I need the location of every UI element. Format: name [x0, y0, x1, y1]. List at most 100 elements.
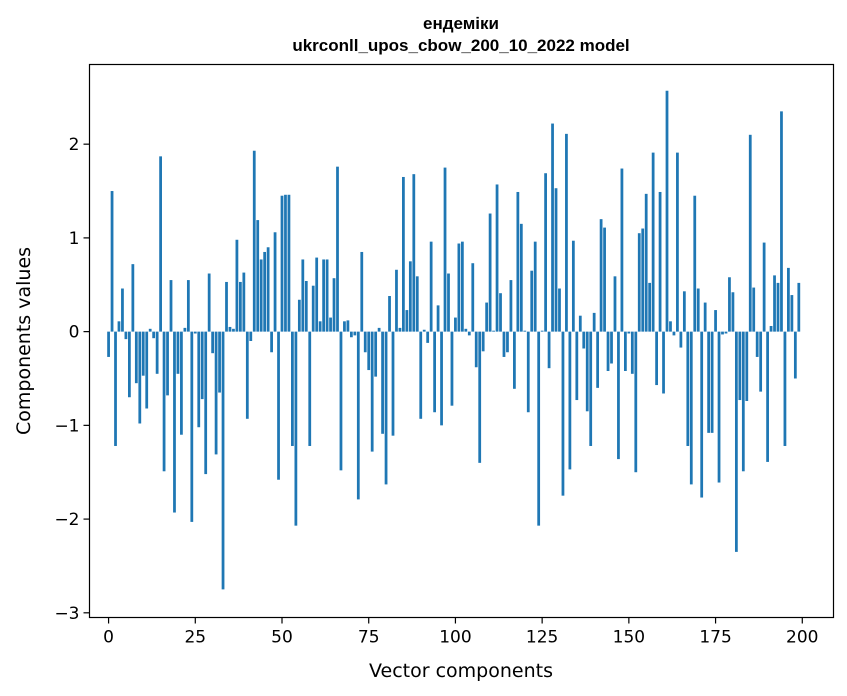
- bar: [325, 259, 329, 332]
- bar: [495, 184, 499, 332]
- bar: [221, 331, 225, 590]
- bar: [138, 331, 142, 424]
- bar: [402, 176, 405, 332]
- bar: [200, 331, 204, 400]
- bar: [689, 331, 693, 485]
- bar: [322, 259, 326, 332]
- bar: [755, 331, 759, 357]
- bar: [460, 241, 464, 332]
- bar: [658, 191, 662, 332]
- bar: [367, 331, 371, 371]
- bar: [513, 331, 516, 389]
- bar: [370, 331, 374, 452]
- bar: [232, 328, 235, 332]
- bar: [381, 331, 384, 434]
- bar: [186, 280, 190, 332]
- bar: [114, 331, 117, 446]
- plot-frame: [88, 63, 835, 619]
- bar: [294, 331, 298, 526]
- bar: [540, 330, 544, 332]
- bar: [766, 331, 769, 462]
- bar: [637, 233, 641, 332]
- bar: [141, 331, 145, 376]
- bar: [377, 327, 381, 332]
- bar: [492, 330, 495, 332]
- bar: [308, 331, 312, 446]
- bar: [558, 288, 561, 332]
- bar: [124, 331, 128, 340]
- bar: [121, 288, 124, 332]
- bar: [790, 295, 794, 332]
- bar: [464, 328, 468, 332]
- bar: [131, 264, 135, 332]
- bar: [259, 259, 263, 332]
- bar: [405, 310, 409, 332]
- bar: [748, 134, 752, 332]
- bar: [578, 315, 582, 332]
- bar: [218, 331, 221, 393]
- bar: [478, 331, 482, 463]
- bar: [568, 331, 572, 470]
- bar: [159, 156, 162, 332]
- bar: [686, 331, 690, 446]
- bar: [419, 331, 423, 419]
- bar: [107, 331, 110, 357]
- bar: [311, 285, 315, 332]
- bar: [183, 327, 187, 332]
- x-tick-label: 125: [526, 628, 558, 648]
- bar: [180, 331, 183, 435]
- bar: [780, 111, 783, 332]
- y-tick-label: −3: [54, 604, 79, 624]
- bar: [485, 302, 489, 332]
- bar: [769, 326, 773, 332]
- x-axis-label: Vector components: [369, 660, 553, 682]
- bar: [707, 331, 711, 433]
- bar: [596, 331, 600, 388]
- bar: [731, 292, 735, 332]
- x-tick-label: 175: [699, 628, 731, 648]
- y-tick-label: −1: [54, 416, 79, 436]
- bar: [388, 296, 391, 332]
- bar: [627, 331, 631, 334]
- bar: [238, 281, 242, 332]
- bar: [429, 241, 433, 332]
- bar: [270, 331, 273, 353]
- bar: [624, 331, 627, 371]
- bar: [228, 326, 232, 332]
- bar: [415, 276, 419, 332]
- bar: [582, 331, 586, 349]
- bar: [554, 188, 558, 332]
- bar: [665, 90, 669, 332]
- bar: [346, 320, 350, 332]
- bar: [537, 331, 541, 526]
- bar: [287, 194, 291, 332]
- bar: [301, 259, 305, 332]
- bar: [235, 239, 239, 332]
- bar: [353, 331, 357, 336]
- bar: [467, 331, 471, 336]
- bar: [134, 331, 138, 384]
- bar: [561, 331, 565, 496]
- bar: [610, 331, 613, 364]
- bar: [447, 273, 450, 332]
- bar: [571, 240, 575, 332]
- bar: [797, 282, 801, 332]
- bar: [166, 331, 169, 396]
- bar: [759, 331, 763, 392]
- bar: [422, 329, 426, 332]
- bar: [315, 257, 319, 332]
- bar: [776, 282, 780, 332]
- bar: [662, 331, 665, 394]
- bar: [426, 331, 430, 343]
- bar: [648, 282, 652, 332]
- bar: [304, 281, 308, 332]
- bar: [280, 195, 284, 332]
- bar: [676, 152, 679, 332]
- x-tick-label: 0: [103, 628, 114, 648]
- bar: [193, 331, 197, 334]
- bar: [225, 281, 228, 332]
- bar: [384, 331, 388, 485]
- bar: [693, 195, 697, 332]
- bar: [395, 269, 398, 332]
